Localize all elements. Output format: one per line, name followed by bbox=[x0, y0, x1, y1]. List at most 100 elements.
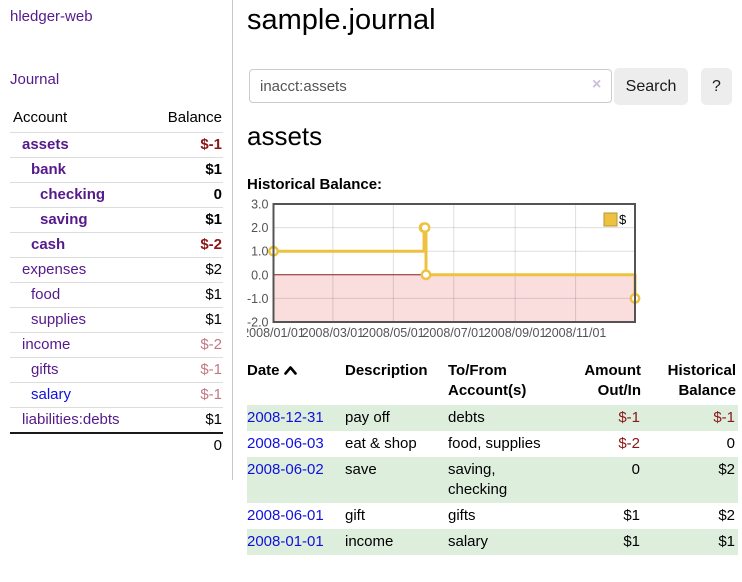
accounts-header-account: Account bbox=[13, 109, 68, 126]
sidebar-account-balance: $1 bbox=[205, 411, 222, 428]
sidebar-account-link[interactable]: gifts bbox=[31, 361, 59, 378]
sort-asc-icon bbox=[283, 361, 297, 381]
app-title-link[interactable]: hledger-web bbox=[10, 8, 93, 25]
sidebar-account-row: saving $1 bbox=[10, 207, 223, 232]
transaction-date-link[interactable]: 2008-06-02 bbox=[247, 461, 324, 478]
transaction-description: save bbox=[345, 457, 448, 503]
transaction-balance: $2 bbox=[718, 507, 735, 524]
search-button[interactable]: Search bbox=[614, 68, 688, 105]
col-header-balance: Historical Balance bbox=[667, 362, 736, 399]
col-header-amount: Amount Out/In bbox=[584, 362, 641, 399]
svg-text:1.0: 1.0 bbox=[251, 245, 268, 259]
transaction-date-link[interactable]: 2008-06-01 bbox=[247, 507, 324, 524]
transaction-description: eat & shop bbox=[345, 435, 417, 452]
sidebar: hledger-web Journal Account Balance asse… bbox=[0, 0, 233, 480]
sidebar-account-link[interactable]: expenses bbox=[22, 261, 87, 278]
search-input[interactable] bbox=[249, 69, 612, 103]
historical-balance-chart: $3.0 2.0 1.0 0.0 -1.0 -2.02008/01/012008/03/0… bbox=[247, 199, 641, 340]
register-table: Date Description To/From Account(s) Amoun… bbox=[247, 359, 738, 555]
sidebar-account-balance: $-2 bbox=[200, 236, 222, 253]
svg-text:-2.0: -2.0 bbox=[247, 316, 269, 330]
sidebar-account-balance: $1 bbox=[205, 311, 222, 328]
register-header-row: Date Description To/From Account(s) Amoun… bbox=[247, 359, 738, 405]
sidebar-account-balance: 0 bbox=[213, 186, 222, 203]
sidebar-account-row: supplies $1 bbox=[10, 307, 223, 332]
svg-text:-1.0: -1.0 bbox=[247, 292, 269, 306]
svg-text:2008/11/01: 2008/11/01 bbox=[545, 326, 607, 340]
sidebar-account-link[interactable]: cash bbox=[31, 236, 66, 253]
svg-text:2008/01/01: 2008/01/01 bbox=[247, 326, 305, 340]
svg-text:3.0: 3.0 bbox=[251, 199, 268, 212]
sidebar-account-row: salary $-1 bbox=[10, 382, 223, 407]
transaction-balance: 0 bbox=[726, 435, 735, 452]
sidebar-account-link[interactable]: salary bbox=[31, 386, 72, 403]
accounts-header-balance: Balance bbox=[167, 109, 222, 126]
transaction-row: 2008-12-31 pay off debts $-1 $-1 bbox=[247, 405, 738, 431]
svg-text:$: $ bbox=[619, 212, 627, 227]
sidebar-account-balance: $-2 bbox=[200, 336, 222, 353]
sidebar-account-balance: $-1 bbox=[200, 361, 222, 378]
sidebar-account-row: expenses $2 bbox=[10, 257, 223, 282]
sidebar-account-balance: $2 bbox=[205, 261, 222, 278]
transaction-accounts: salary bbox=[448, 529, 548, 555]
svg-text:0.0: 0.0 bbox=[251, 268, 268, 282]
transaction-date-link[interactable]: 2008-06-03 bbox=[247, 435, 324, 452]
sidebar-account-link[interactable]: assets bbox=[22, 136, 69, 153]
sidebar-account-link[interactable]: income bbox=[22, 336, 71, 353]
clear-search-icon[interactable]: × bbox=[592, 76, 602, 93]
col-header-date[interactable]: Date bbox=[247, 359, 345, 405]
sidebar-account-link[interactable]: food bbox=[31, 286, 61, 303]
transaction-balance: $-1 bbox=[643, 405, 738, 431]
help-button[interactable]: ? bbox=[701, 68, 732, 105]
sidebar-account-balance: $1 bbox=[205, 211, 222, 228]
transaction-amount: 0 bbox=[548, 457, 643, 503]
sidebar-account-balance: $-1 bbox=[200, 386, 222, 403]
transaction-date-link[interactable]: 2008-01-01 bbox=[247, 533, 324, 550]
svg-text:2008/07/01: 2008/07/01 bbox=[422, 326, 485, 340]
transaction-row: 2008-06-01 gift gifts $1 $2 bbox=[247, 503, 738, 529]
transaction-description: gift bbox=[345, 507, 366, 524]
sidebar-account-row: income $-2 bbox=[10, 332, 223, 357]
transaction-amount: $1 bbox=[623, 507, 640, 524]
page-title: sample.journal bbox=[247, 4, 436, 36]
sidebar-account-row: food $1 bbox=[10, 282, 223, 307]
transaction-description: pay off bbox=[345, 405, 448, 431]
transaction-description: income bbox=[345, 529, 448, 555]
sidebar-account-link[interactable]: saving bbox=[40, 211, 88, 228]
accounts-total-row: 0 bbox=[10, 432, 223, 457]
account-heading: assets bbox=[247, 121, 323, 151]
accounts-header: Account Balance bbox=[10, 106, 223, 132]
transaction-amount: $-2 bbox=[618, 435, 640, 452]
transaction-accounts: debts bbox=[448, 405, 548, 431]
transaction-row: 2008-06-03 eat & shop food, supplies $-2 0 bbox=[247, 431, 738, 457]
col-header-accounts: To/From Account(s) bbox=[448, 362, 527, 399]
sidebar-account-link[interactable]: bank bbox=[31, 161, 67, 178]
sidebar-account-link[interactable]: supplies bbox=[31, 311, 87, 328]
transaction-row: 2008-01-01 income salary $1 $1 bbox=[247, 529, 738, 555]
transaction-accounts: gifts bbox=[448, 507, 476, 524]
sidebar-item-journal[interactable]: Journal bbox=[10, 71, 60, 88]
sidebar-account-row: checking 0 bbox=[10, 182, 223, 207]
transaction-row: 2008-06-02 save saving, checking 0 $2 bbox=[247, 457, 738, 503]
sidebar-account-row: gifts $-1 bbox=[10, 357, 223, 382]
chart-title: Historical Balance: bbox=[247, 176, 383, 193]
col-header-description: Description bbox=[345, 362, 428, 379]
transaction-date-link[interactable]: 2008-12-31 bbox=[247, 409, 324, 426]
accounts-tree: Account Balance assets $-1 bank $1 checking 0… bbox=[10, 106, 223, 457]
sidebar-account-balance: $-1 bbox=[200, 136, 222, 153]
sidebar-account-link[interactable]: liabilities:debts bbox=[22, 411, 120, 428]
sidebar-account-row: assets $-1 bbox=[10, 132, 223, 157]
transaction-accounts: food, supplies bbox=[448, 435, 541, 452]
svg-text:2.0: 2.0 bbox=[251, 221, 268, 235]
sidebar-account-link[interactable]: checking bbox=[40, 186, 106, 203]
transaction-amount: $1 bbox=[548, 529, 643, 555]
sidebar-account-row: bank $1 bbox=[10, 157, 223, 182]
transaction-accounts: saving, checking bbox=[448, 457, 548, 503]
transaction-amount: $-1 bbox=[548, 405, 643, 431]
sidebar-account-row: cash $-2 bbox=[10, 232, 223, 257]
transaction-balance: $2 bbox=[643, 457, 738, 503]
svg-text:2008/09/01: 2008/09/01 bbox=[484, 326, 547, 340]
accounts-total-value: 0 bbox=[213, 437, 222, 454]
sidebar-account-balance: $1 bbox=[205, 286, 222, 303]
